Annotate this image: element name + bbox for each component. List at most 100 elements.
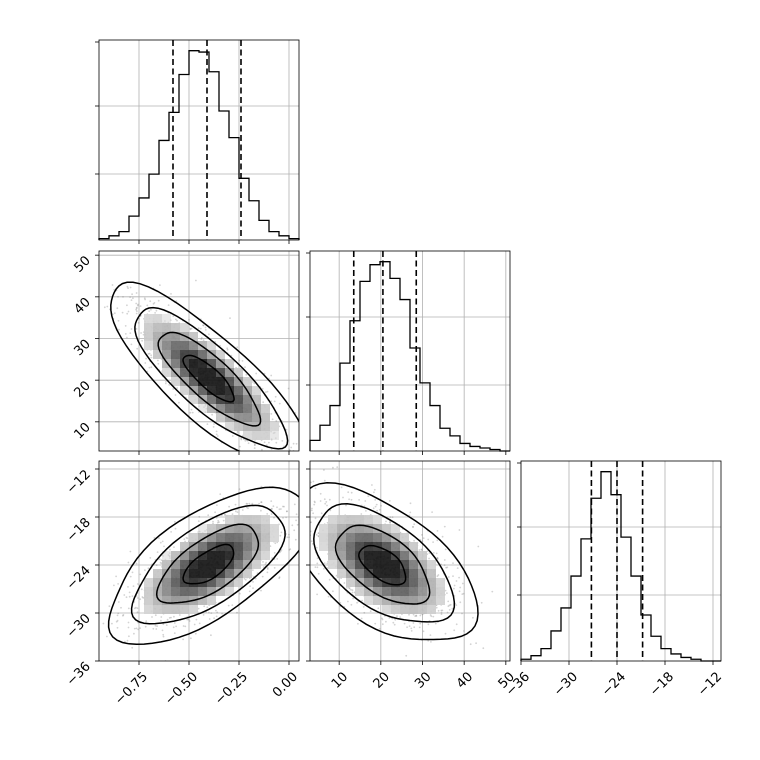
density-cell (198, 341, 207, 350)
sample-point (280, 508, 282, 510)
density-cell (225, 404, 234, 413)
sample-point (391, 617, 394, 620)
y-tick-label: 40 (72, 295, 94, 317)
density-cell (355, 524, 364, 533)
sample-point (136, 611, 139, 614)
density-cell (171, 587, 180, 596)
density-cell (144, 596, 153, 605)
sample-point (157, 359, 159, 362)
density-cell (144, 323, 153, 332)
density-cell (346, 578, 355, 587)
density-cell (207, 578, 216, 587)
density-cell (162, 596, 171, 605)
sample-point (133, 627, 136, 630)
sample-point (352, 597, 354, 600)
sample-point (421, 534, 423, 536)
sample-point (293, 529, 296, 532)
sample-point (127, 586, 129, 588)
sample-point (285, 453, 287, 455)
sample-point (132, 297, 134, 300)
sample-point (297, 511, 299, 513)
sample-point (477, 545, 480, 548)
sample-point (412, 613, 415, 616)
sample-point (227, 604, 230, 607)
sample-point (117, 295, 119, 298)
sample-point (150, 356, 153, 359)
density-cell (409, 560, 418, 569)
sample-point (459, 601, 462, 604)
density-cell (252, 431, 261, 440)
sample-point (270, 374, 273, 377)
density-cell (391, 524, 400, 533)
sample-point (260, 589, 262, 592)
density-cell (252, 413, 261, 422)
density-cell (409, 578, 418, 587)
sample-point (284, 463, 286, 465)
density-cell (234, 569, 243, 578)
density-cell (189, 578, 198, 587)
sample-point (159, 284, 161, 286)
sample-point (447, 605, 450, 608)
sample-point (393, 623, 396, 626)
density-cell (225, 515, 234, 524)
x-tick-label: 20 (371, 669, 393, 691)
density-cell (319, 542, 328, 551)
sample-point (295, 442, 298, 445)
sample-point (136, 607, 139, 610)
density-cell (418, 596, 427, 605)
sample-point (212, 426, 215, 428)
sample-point (123, 594, 126, 596)
sample-point (244, 578, 247, 581)
histogram-1 (309, 261, 510, 452)
x-tick-label: 30 (412, 669, 434, 691)
density-cell (216, 578, 225, 587)
sample-point (120, 606, 122, 609)
sample-point (252, 587, 254, 590)
sample-point (162, 623, 165, 626)
density-cell (189, 533, 198, 542)
sample-point (270, 500, 273, 502)
density-cell (373, 515, 382, 524)
sample-point (122, 614, 124, 617)
sample-point (455, 604, 458, 606)
sample-point (278, 577, 281, 580)
sample-point (396, 615, 398, 617)
density-cell (418, 551, 427, 560)
density-cell (207, 350, 216, 359)
density-cell (243, 404, 252, 413)
density-cell (216, 350, 225, 359)
density-cell (189, 341, 198, 350)
sample-point (348, 587, 351, 590)
sample-point (447, 576, 450, 578)
density-cell (346, 542, 355, 551)
sample-point (376, 509, 378, 512)
sample-point (413, 523, 416, 526)
density-cell (180, 368, 189, 377)
x-tick-label: −18 (647, 669, 677, 699)
density-cell (243, 533, 252, 542)
sample-point (280, 496, 282, 498)
y-tick-label: −30 (64, 611, 94, 641)
density-cell (364, 515, 373, 524)
sample-point (280, 531, 283, 534)
sample-point (175, 625, 178, 628)
density-cell (400, 560, 409, 569)
density-cell (198, 359, 207, 368)
density-cell (162, 332, 171, 341)
sample-point (266, 571, 269, 574)
density-cell (373, 560, 382, 569)
sample-point (173, 622, 176, 624)
density-cell (189, 395, 198, 404)
sample-point (289, 548, 292, 550)
sample-point (446, 566, 449, 569)
sample-point (135, 328, 138, 330)
sample-point (174, 527, 177, 530)
density-cell (153, 323, 162, 332)
sample-point (184, 625, 187, 628)
sample-point (182, 638, 185, 641)
sample-point (272, 505, 275, 508)
density-cell (243, 569, 252, 578)
sample-point (266, 444, 268, 447)
sample-point (443, 564, 446, 567)
density-cell (418, 578, 427, 587)
